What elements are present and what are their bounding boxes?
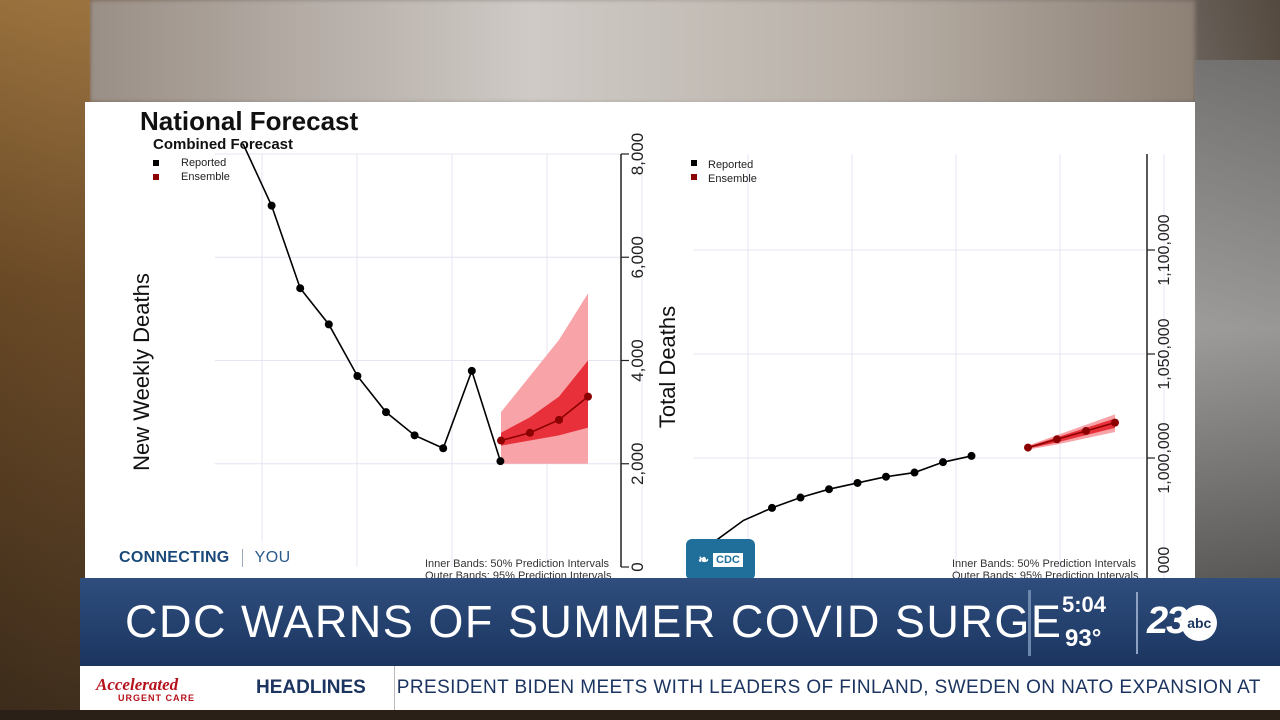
station-number: 23 xyxy=(1147,600,1187,642)
reported-point xyxy=(324,320,333,329)
connecting-you-bug: CONNECTING YOU xyxy=(100,540,330,576)
legend-swatch-ensemble xyxy=(691,174,697,180)
hhs-eagle-icon: ❧ xyxy=(698,551,710,567)
reported-point xyxy=(410,431,419,440)
y-tick-label-partial: 000 xyxy=(1156,547,1173,574)
bottom-strip xyxy=(0,710,1280,720)
station-logo: 23 abc xyxy=(1147,600,1218,643)
reported-point xyxy=(467,366,476,375)
chart-panel: National Forecast Combined Forecast 0 2,0… xyxy=(85,102,1195,578)
connecting-label: CONNECTING xyxy=(119,549,230,566)
y-tick-label: 8,000 xyxy=(628,133,647,176)
y-tick-label: 2,000 xyxy=(628,442,647,485)
footnote-inner-right: Inner Bands: 50% Prediction Intervals xyxy=(952,558,1137,570)
y-tick-label: 1,000,000 xyxy=(1156,422,1173,493)
legend-swatch-reported xyxy=(691,160,697,166)
legend-label-ensemble: Ensemble xyxy=(181,171,230,183)
ensemble-point xyxy=(555,415,563,424)
footnote-outer-right: Outer Bands: 95% Prediction Intervals xyxy=(952,570,1139,578)
reported-point xyxy=(768,503,776,512)
headline-text: CDC WARNS OF SUMMER COVID SURGE xyxy=(125,596,1063,647)
y-tick-label: 6,000 xyxy=(628,236,647,279)
background-top xyxy=(90,0,1195,102)
reported-point xyxy=(267,201,276,210)
ensemble-point xyxy=(1024,443,1032,452)
cdc-logo-text: CDC xyxy=(713,552,743,567)
ensemble-point xyxy=(497,436,505,445)
banner-divider-2 xyxy=(1136,592,1138,654)
ensemble-point xyxy=(1082,426,1090,435)
y-tick-label: 0 xyxy=(628,562,647,571)
ensemble-point xyxy=(526,428,534,437)
forecast-charts: National Forecast Combined Forecast 0 2,0… xyxy=(129,106,1173,578)
y-tick-label: 4,000 xyxy=(628,339,647,382)
legend-swatch-ensemble xyxy=(153,174,159,180)
reported-point xyxy=(825,485,833,494)
reported-point xyxy=(353,371,362,380)
reported-point xyxy=(910,468,919,477)
reported-point xyxy=(853,478,862,487)
reported-point xyxy=(439,444,448,453)
y-axis-label-right: Total Deaths xyxy=(655,306,680,428)
reported-point xyxy=(967,451,976,460)
footnote-outer-left: Outer Bands: 95% Prediction Intervals xyxy=(425,570,612,578)
banner-divider xyxy=(1028,590,1031,656)
chart-subtitle: Combined Forecast xyxy=(153,136,293,153)
y-tick-label: 1,100,000 xyxy=(1156,214,1173,285)
legend-label-reported: Reported xyxy=(708,159,753,171)
news-ticker: Accelerated URGENT CARE HEADLINES PRESID… xyxy=(80,666,1280,710)
legend-label-ensemble: Ensemble xyxy=(708,173,757,185)
ensemble-line xyxy=(500,396,589,442)
reported-point xyxy=(296,284,305,293)
connecting-divider xyxy=(241,549,243,567)
background-right xyxy=(1195,60,1280,600)
temperature: 93° xyxy=(1065,625,1102,652)
headline-banner: CDC WARNS OF SUMMER COVID SURGE 5:04 93°… xyxy=(80,578,1280,666)
ensemble-point xyxy=(1053,435,1061,444)
ticker-label: HEADLINES xyxy=(230,666,395,710)
reported-point xyxy=(882,472,890,481)
reported-point xyxy=(496,457,505,466)
y-tick-label: 1,050,000 xyxy=(1156,318,1173,389)
ensemble-point xyxy=(1111,418,1119,427)
footnote-inner-left: Inner Bands: 50% Prediction Intervals xyxy=(425,558,610,570)
ensemble-point xyxy=(584,392,592,401)
sponsor-subtitle: URGENT CARE xyxy=(118,693,196,703)
ensemble-line xyxy=(1027,421,1116,449)
band-inner-50 xyxy=(501,360,588,446)
background-left xyxy=(0,0,90,720)
abc-logo-icon: abc xyxy=(1181,604,1218,641)
clock: 5:04 xyxy=(1062,592,1107,617)
sponsor-logo: Accelerated URGENT CARE xyxy=(80,666,230,710)
chart-title: National Forecast xyxy=(140,106,359,136)
reported-line xyxy=(714,455,972,542)
reported-line xyxy=(242,143,502,462)
reported-point xyxy=(382,408,390,417)
you-label: YOU xyxy=(254,549,291,566)
ticker-text: PRESIDENT BIDEN MEETS WITH LEADERS OF FI… xyxy=(396,677,1261,698)
reported-point xyxy=(939,458,947,467)
legend-swatch-reported xyxy=(153,160,159,166)
y-axis-label-left: New Weekly Deaths xyxy=(129,273,154,471)
sponsor-name: Accelerated xyxy=(96,675,179,694)
cdc-logo: ❧ CDC xyxy=(686,539,755,580)
legend-label-reported: Reported xyxy=(181,157,226,169)
reported-point xyxy=(796,493,805,502)
